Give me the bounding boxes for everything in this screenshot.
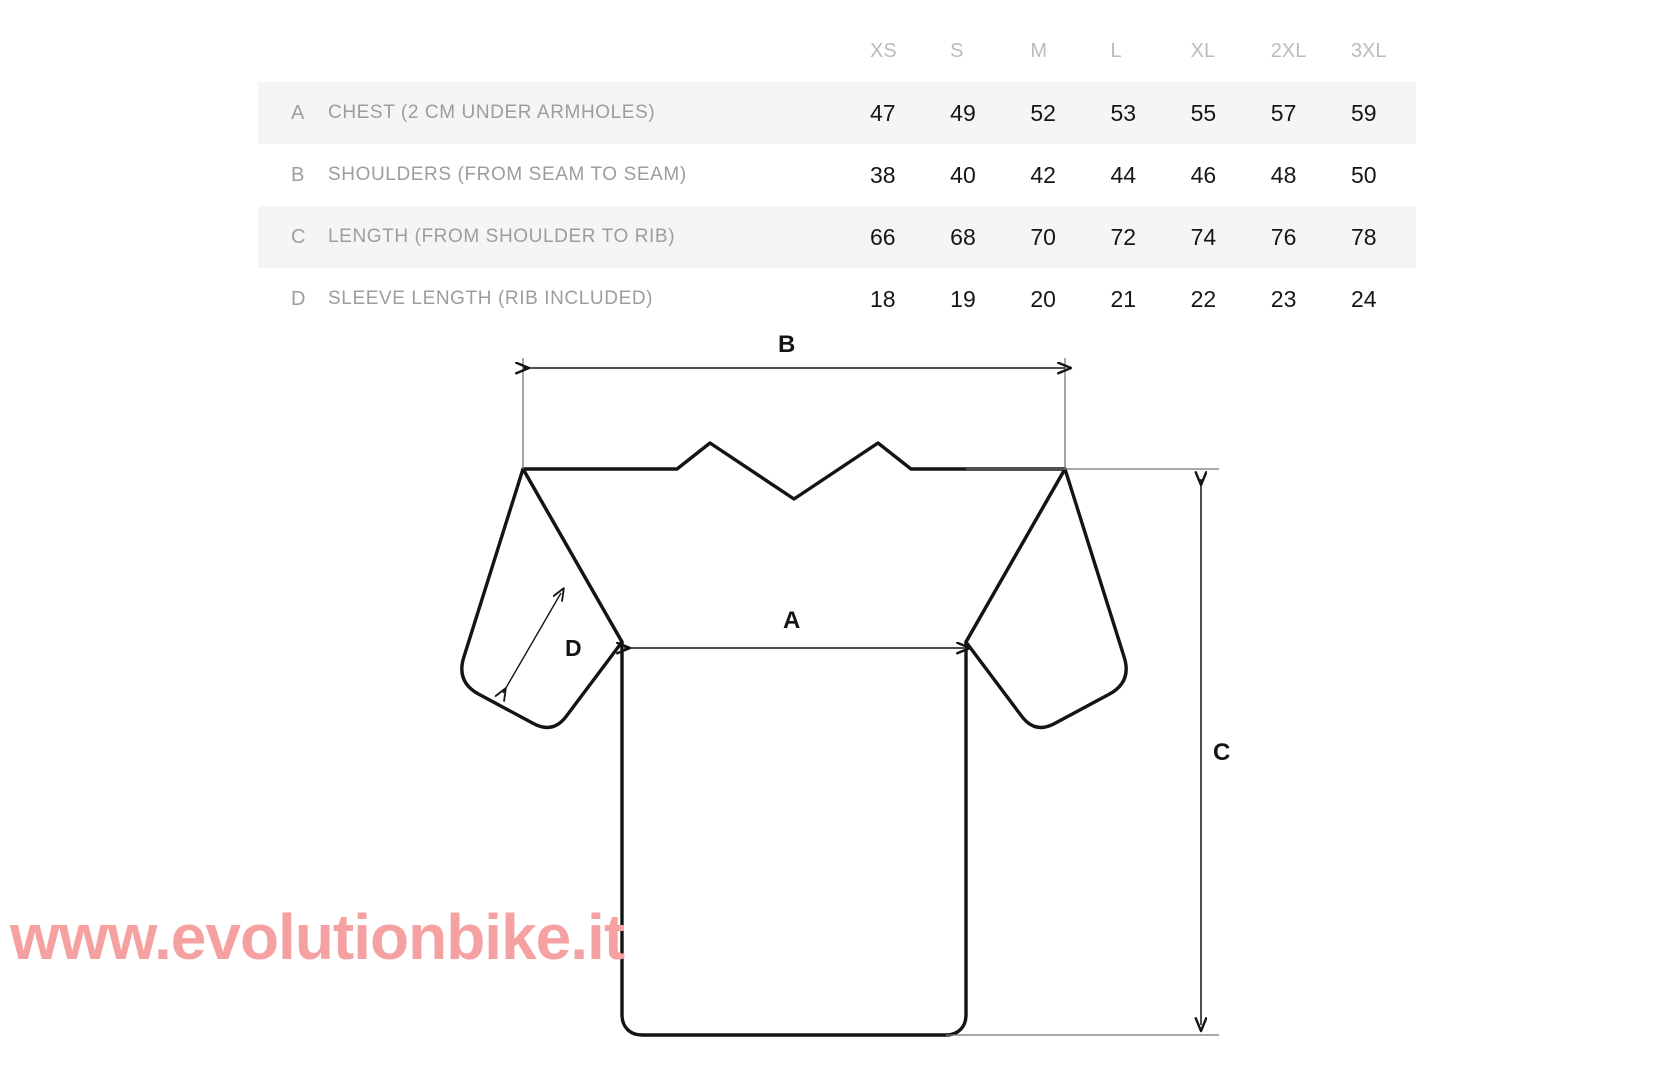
svg-text:D: D	[565, 635, 582, 661]
svg-text:C: C	[1213, 739, 1230, 766]
svg-text:B: B	[778, 331, 795, 358]
svg-text:A: A	[783, 607, 800, 634]
